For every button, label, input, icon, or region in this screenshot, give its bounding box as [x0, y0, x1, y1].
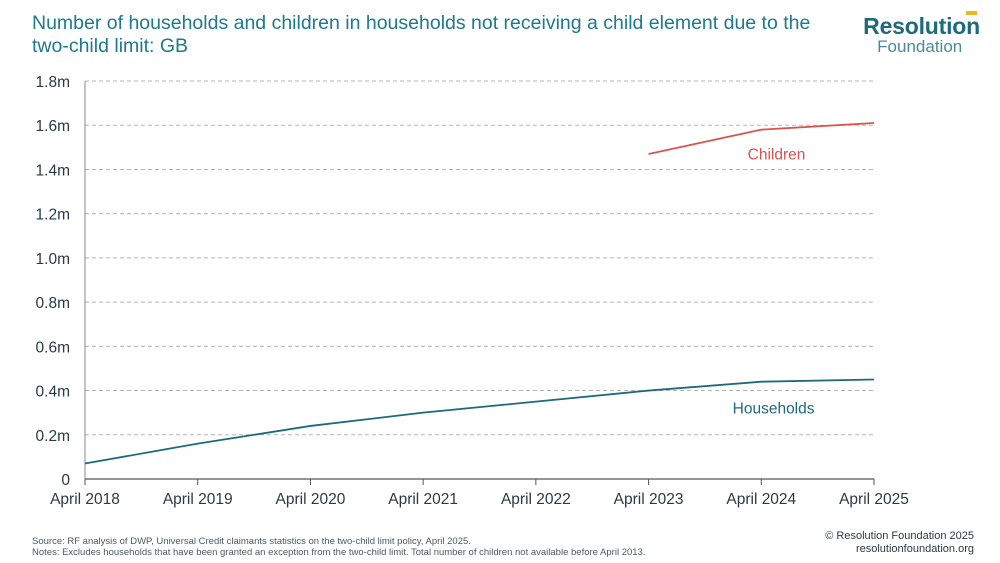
- y-tick-label: 0: [61, 472, 70, 489]
- logo-wordmark-top: Resolution: [863, 13, 980, 39]
- series-label-children: Children: [748, 146, 806, 163]
- y-tick-label: 1.2m: [36, 207, 70, 224]
- copyright-text: © Resolution Foundation 2025: [825, 530, 974, 542]
- website-text: resolutionfoundation.org: [855, 543, 974, 555]
- y-tick-label: 0.8m: [36, 295, 70, 312]
- x-tick-label: April 2020: [276, 491, 346, 508]
- credits: © Resolution Foundation 2025 resolutionf…: [825, 530, 974, 556]
- y-tick-label: 0.4m: [36, 384, 70, 401]
- resolution-foundation-logo: Resolution Foundation: [863, 11, 980, 56]
- notes-text: Notes: Excludes households that have bee…: [32, 547, 646, 558]
- series-label-households: Households: [733, 401, 815, 418]
- x-tick-label: April 2023: [614, 491, 684, 508]
- chart-footnotes: Source: RF analysis of DWP, Universal Cr…: [32, 536, 645, 558]
- logo-accent-bar: [966, 11, 977, 15]
- series-line-children: [648, 122, 875, 155]
- series-line-households: [84, 378, 875, 465]
- x-tick-label: April 2021: [388, 491, 458, 508]
- x-tick-label: April 2025: [839, 491, 909, 508]
- x-tick-label: April 2018: [50, 491, 120, 508]
- y-tick-label: 1.0m: [36, 251, 70, 268]
- y-tick-label: 0.6m: [36, 339, 70, 356]
- y-tick-label: 1.8m: [36, 74, 70, 91]
- source-note: Source: RF analysis of DWP, Universal Cr…: [32, 536, 471, 547]
- logo-wordmark-bottom: Foundation: [877, 37, 963, 56]
- y-tick-label: 1.4m: [36, 162, 70, 179]
- x-tick-label: April 2019: [163, 491, 233, 508]
- y-tick-label: 1.6m: [36, 118, 70, 135]
- chart-title: Number of households and children in hou…: [32, 12, 811, 57]
- x-tick-label: April 2022: [501, 491, 571, 508]
- y-tick-label: 0.2m: [36, 428, 70, 445]
- x-tick-label: April 2024: [726, 491, 796, 508]
